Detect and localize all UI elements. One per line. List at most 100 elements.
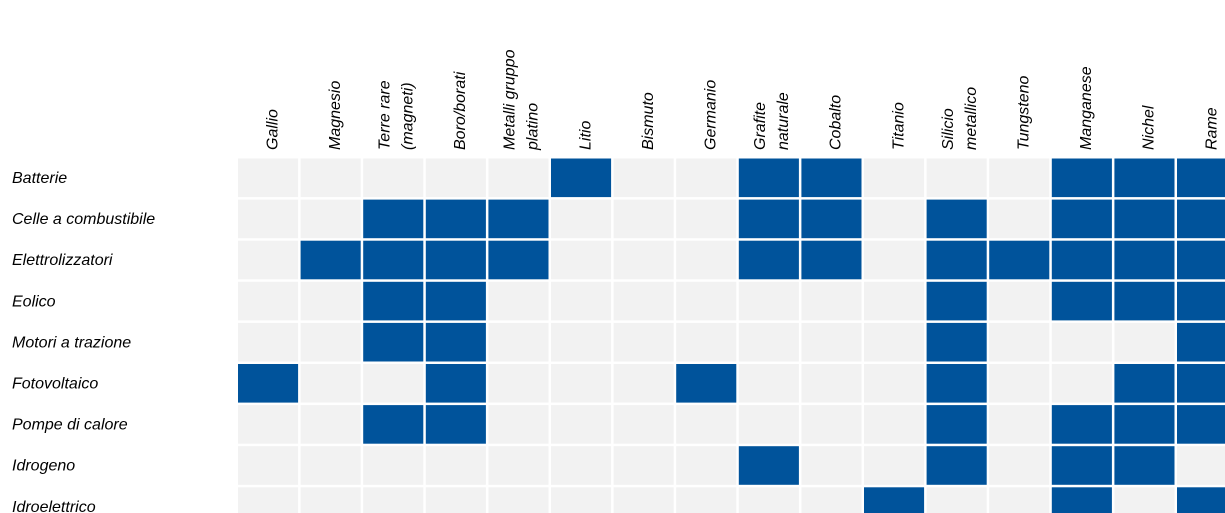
cell	[363, 199, 424, 239]
cell	[425, 487, 486, 513]
column-label: Silicio	[940, 108, 957, 150]
cell	[1051, 199, 1112, 239]
cell	[738, 199, 799, 239]
cell	[738, 158, 799, 198]
cell	[926, 158, 987, 198]
cell	[676, 199, 737, 239]
column-label: Cobalto	[828, 95, 845, 150]
row-label: Batterie	[12, 170, 67, 187]
cell	[551, 199, 612, 239]
cell	[801, 364, 862, 403]
cell	[926, 240, 987, 280]
cell	[300, 240, 361, 280]
cell	[1177, 199, 1225, 239]
row-label: Motori a trazione	[12, 334, 131, 351]
cell	[238, 281, 299, 321]
cell	[613, 281, 674, 321]
cell	[801, 199, 862, 239]
cell	[551, 158, 612, 198]
cell	[613, 364, 674, 403]
cell	[676, 281, 737, 321]
cell	[1114, 446, 1175, 485]
cell	[864, 199, 925, 239]
cell	[363, 405, 424, 444]
column-label: (magneti)	[399, 82, 416, 150]
column-label: Boro/borati	[452, 71, 469, 150]
cell	[989, 158, 1050, 198]
cell	[676, 322, 737, 362]
cell	[1177, 405, 1225, 444]
cell	[1051, 446, 1112, 485]
cell	[1177, 240, 1225, 280]
cell	[363, 322, 424, 362]
cell	[989, 405, 1050, 444]
cell	[1177, 487, 1225, 513]
row-label: Celle a combustibile	[12, 211, 155, 228]
cell	[738, 322, 799, 362]
column-label: Manganese	[1078, 66, 1095, 150]
cell	[864, 446, 925, 485]
cell	[238, 405, 299, 444]
column-label: Terre rare	[376, 80, 393, 150]
cell	[551, 322, 612, 362]
cell	[613, 487, 674, 513]
cell	[1114, 364, 1175, 403]
cell	[1114, 199, 1175, 239]
cell	[425, 281, 486, 321]
cell	[551, 487, 612, 513]
cell	[425, 322, 486, 362]
cell	[926, 487, 987, 513]
cell	[801, 322, 862, 362]
cell	[1051, 405, 1112, 444]
column-label: Grafite	[752, 102, 769, 150]
cell	[551, 240, 612, 280]
cell	[488, 158, 549, 198]
cell	[363, 158, 424, 198]
column-label: Metalli gruppo	[502, 49, 519, 150]
cell	[300, 199, 361, 239]
cell	[488, 487, 549, 513]
cell	[926, 281, 987, 321]
cell	[676, 364, 737, 403]
cell	[300, 487, 361, 513]
cell	[1177, 446, 1225, 485]
cell	[551, 281, 612, 321]
cell	[676, 158, 737, 198]
cell	[1177, 158, 1225, 198]
column-label: Litio	[577, 121, 594, 150]
cell	[1051, 281, 1112, 321]
cell	[676, 446, 737, 485]
column-label: Gallio	[264, 109, 281, 150]
cell	[926, 199, 987, 239]
cell	[801, 405, 862, 444]
cell	[238, 446, 299, 485]
column-label: Magnesio	[327, 81, 344, 150]
cell	[488, 364, 549, 403]
cell	[551, 446, 612, 485]
row-label: Fotovoltaico	[12, 376, 98, 393]
cell	[425, 240, 486, 280]
cell	[238, 487, 299, 513]
cell	[488, 405, 549, 444]
column-label: Titanio	[890, 102, 907, 150]
row-label: Eolico	[12, 293, 56, 310]
cell	[1051, 322, 1112, 362]
cell	[1114, 240, 1175, 280]
cell	[613, 405, 674, 444]
row-label: Idroelettrico	[12, 499, 96, 513]
column-label: Germanio	[702, 80, 719, 150]
cell	[1177, 281, 1225, 321]
cell	[1114, 158, 1175, 198]
cell	[864, 405, 925, 444]
cell	[238, 199, 299, 239]
cell	[425, 405, 486, 444]
cell	[801, 240, 862, 280]
cell	[551, 405, 612, 444]
row-label: Pompe di calore	[12, 417, 128, 434]
cell	[300, 405, 361, 444]
cell	[300, 446, 361, 485]
cell	[488, 199, 549, 239]
cell	[425, 364, 486, 403]
cell	[801, 281, 862, 321]
